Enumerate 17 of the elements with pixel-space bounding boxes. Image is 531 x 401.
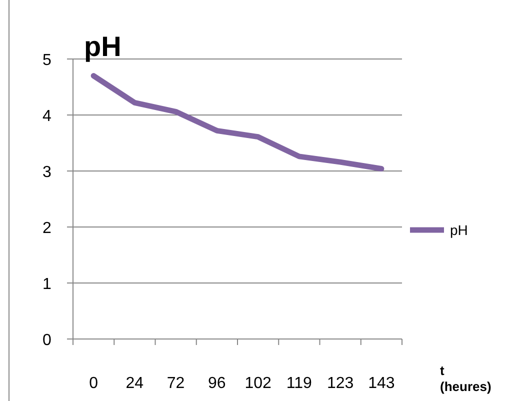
x-axis-title: t (heures) bbox=[440, 363, 492, 394]
x-tick-label: 72 bbox=[166, 375, 185, 392]
y-tick-label: 4 bbox=[42, 108, 52, 125]
y-tick-label: 0 bbox=[42, 332, 52, 349]
x-tick-label: 96 bbox=[208, 375, 226, 392]
x-tick-label: 24 bbox=[126, 375, 144, 392]
chart-title: pH bbox=[84, 31, 122, 62]
y-tick-label: 5 bbox=[42, 52, 52, 69]
x-tick-label: 102 bbox=[244, 375, 272, 392]
legend-label: pH bbox=[450, 222, 468, 238]
x-tick-label: 119 bbox=[286, 375, 312, 392]
x-tick-label: 123 bbox=[326, 375, 354, 392]
x-tick-label: 143 bbox=[368, 375, 395, 392]
x-tick-label: 0 bbox=[89, 375, 98, 392]
y-tick-label: 3 bbox=[42, 164, 52, 181]
y-tick-label: 1 bbox=[42, 276, 52, 293]
y-tick-label: 2 bbox=[42, 220, 52, 237]
